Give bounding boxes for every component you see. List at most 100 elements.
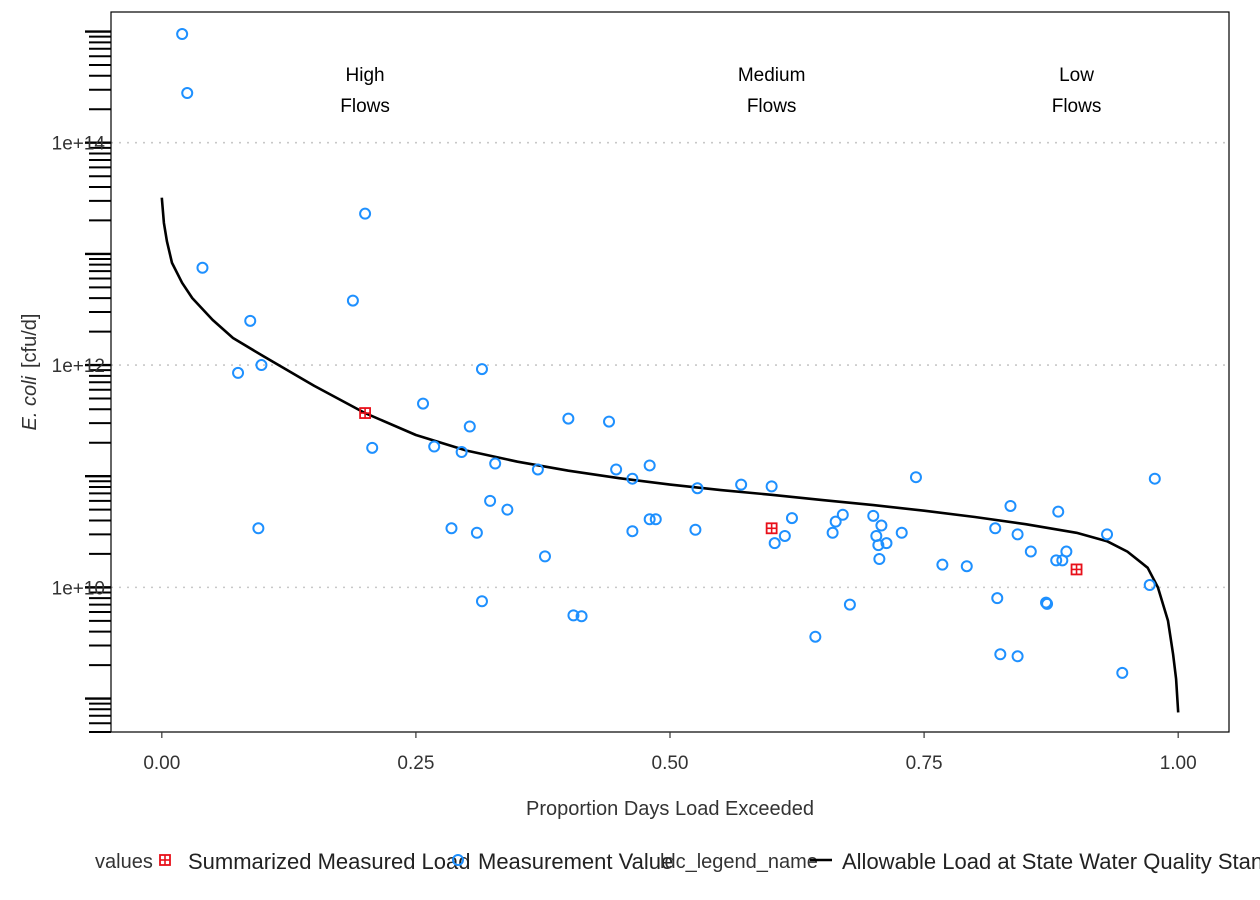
measurement-point: [575, 610, 588, 623]
measurement-point: [445, 522, 458, 535]
measurement-point: [735, 478, 748, 491]
measurement-point: [829, 515, 842, 528]
flow-region-label: High: [346, 65, 385, 86]
y-axis-title-unit: [cfu/d]: [19, 314, 41, 368]
x-tick-label: 0.75: [906, 753, 943, 774]
measurement-point: [765, 480, 778, 493]
summary-point: [1070, 563, 1083, 576]
measurement-point: [1101, 528, 1114, 541]
measurement-point: [867, 509, 880, 522]
measurement-point: [1050, 554, 1063, 567]
measurement-point: [909, 471, 922, 484]
measurement-point: [531, 463, 544, 476]
measurement-point: [872, 539, 885, 552]
measurement-point: [489, 457, 502, 470]
measurement-point: [785, 512, 798, 525]
flow-region-label: Flows: [747, 96, 797, 117]
measurement-point: [895, 526, 908, 539]
measurement-point: [470, 526, 483, 539]
measurement-point: [463, 420, 476, 433]
y-tick-label: 1e+12: [52, 356, 105, 377]
allowable-load-curve: [160, 197, 1180, 713]
legend-summary-label: Summarized Measured Load: [188, 849, 470, 874]
measurement-point: [244, 314, 257, 327]
y-axis: 1e+10 1e+12 1e+14: [52, 30, 111, 733]
measurement-point: [873, 553, 886, 566]
measurement-point: [359, 207, 372, 220]
measurement-point: [1052, 505, 1065, 518]
summary-points: [359, 407, 1083, 576]
measurement-point: [643, 513, 656, 526]
measurement-point: [1041, 597, 1054, 610]
measurement-point: [960, 560, 973, 573]
measurement-point: [346, 294, 359, 307]
measurement-point: [768, 537, 781, 550]
measurement-point: [196, 261, 209, 274]
measurement-point: [1143, 579, 1156, 592]
measurement-point: [991, 592, 1004, 605]
measurement-point: [994, 648, 1007, 661]
measurement-point: [475, 595, 488, 608]
x-tick-label: 0.50: [652, 753, 689, 774]
measurement-point: [1148, 472, 1161, 485]
flow-region-labels: High Flows Medium Flows Low Flows: [340, 65, 1101, 117]
measurement-point: [603, 415, 616, 428]
measurement-point: [836, 508, 849, 521]
legend-measurement-symbol: [452, 854, 464, 866]
measurement-point: [428, 440, 441, 453]
measurement-point: [475, 363, 488, 376]
measurement-point: [875, 519, 888, 532]
measurement-point: [778, 529, 791, 542]
measurement-point: [417, 397, 430, 410]
x-tick-label: 1.00: [1160, 753, 1197, 774]
measurement-point: [252, 522, 265, 535]
flow-region-label: Medium: [738, 65, 806, 86]
allowable-load-curve-layer: [160, 197, 1180, 713]
measurement-point: [1116, 666, 1129, 679]
measurement-point: [643, 459, 656, 472]
measurement-point: [1011, 650, 1024, 663]
measurement-point: [176, 28, 189, 41]
measurement-point: [626, 472, 639, 485]
y-axis-title-organism: E. coli: [19, 375, 41, 430]
summary-point: [359, 407, 371, 419]
measurement-point: [809, 630, 822, 643]
measurement-point: [1060, 545, 1073, 558]
measurement-point: [455, 446, 468, 459]
legend: values Summarized Measured Load Measurem…: [95, 849, 1260, 874]
measurement-point: [880, 537, 893, 550]
y-tick-label: 1e+10: [52, 578, 105, 599]
legend-title-ldc: ldc_legend_name: [660, 851, 818, 873]
x-axis-title: Proportion Days Load Exceeded: [526, 798, 814, 820]
measurement-point: [843, 598, 856, 611]
measurement-point: [936, 558, 949, 571]
measurement-point: [366, 441, 379, 454]
measurement-point: [689, 523, 702, 536]
measurement-point: [181, 87, 194, 100]
x-tick-label: 0.00: [143, 753, 180, 774]
x-axis: 0.00 0.25 0.50 0.75 1.00: [143, 732, 1197, 774]
y-axis-title: E. coli [cfu/d]: [19, 314, 41, 431]
summary-point: [765, 522, 778, 535]
measurement-point: [610, 463, 623, 476]
measurement-points: [176, 28, 1161, 679]
measurement-point: [501, 503, 514, 516]
legend-measurement-label: Measurement Value: [478, 849, 673, 874]
measurement-point: [1024, 545, 1037, 558]
x-tick-label: 0.25: [397, 753, 434, 774]
measurement-point: [232, 366, 245, 379]
measurement-point: [484, 494, 497, 507]
measurement-point: [989, 522, 1002, 535]
measurement-point: [1004, 499, 1017, 512]
measurement-point: [691, 482, 704, 495]
measurement-point: [567, 609, 580, 622]
measurement-point: [255, 359, 268, 372]
flow-region-label: Flows: [340, 96, 390, 117]
measurement-point: [649, 513, 662, 526]
plot-panel-border: [110, 11, 1230, 733]
legend-title-values: values: [95, 851, 153, 873]
measurement-point: [562, 412, 575, 425]
measurement-point: [538, 550, 551, 563]
measurement-point: [826, 526, 839, 539]
